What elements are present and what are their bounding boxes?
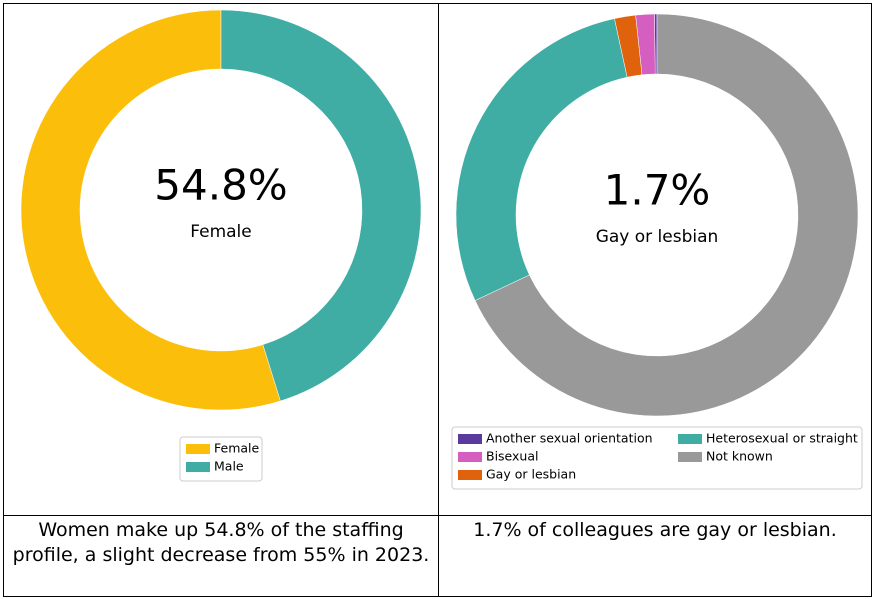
donut-segment xyxy=(474,13,859,417)
donut-segment xyxy=(220,9,422,402)
table-border xyxy=(3,3,872,597)
donut-segment xyxy=(455,18,628,301)
donut-segment xyxy=(20,9,281,411)
legend-label: Female xyxy=(214,441,260,456)
legend-label: Heterosexual or straight xyxy=(706,431,858,446)
legend-swatch xyxy=(678,452,702,462)
caption: Women make up 54.8% of the staffing prof… xyxy=(12,519,430,566)
legend-swatch xyxy=(678,434,702,444)
legend-label: Another sexual orientation xyxy=(486,431,653,446)
legend-label: Male xyxy=(214,459,244,474)
center-label: Gay or lesbian xyxy=(596,227,719,247)
legend-label: Gay or lesbian xyxy=(486,467,576,482)
legend-swatch xyxy=(458,434,482,444)
legend-label: Bisexual xyxy=(486,449,538,464)
center-value: 1.7% xyxy=(604,166,711,215)
legend-label: Not known xyxy=(706,449,773,464)
legend-swatch xyxy=(186,462,210,472)
caption: 1.7% of colleagues are gay or lesbian. xyxy=(473,519,837,541)
legend-swatch xyxy=(458,452,482,462)
legend-swatch xyxy=(458,470,482,480)
center-label: Female xyxy=(190,222,251,242)
center-value: 54.8% xyxy=(154,161,287,210)
legend-box xyxy=(451,426,863,490)
legend-swatch xyxy=(186,444,210,454)
